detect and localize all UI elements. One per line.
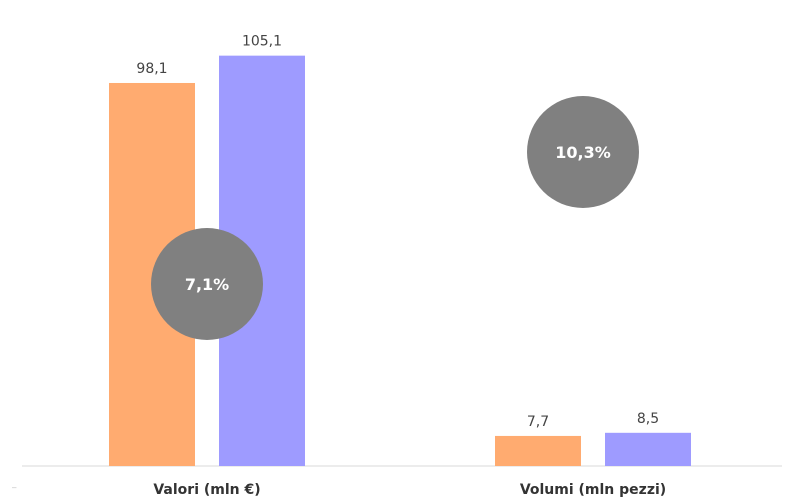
- value-labels-layer: 98,1 105,1 7,7 8,5: [136, 34, 659, 430]
- growth-label-volumi: 10,3%: [555, 143, 611, 162]
- axis-tick-mark: –: [12, 483, 17, 492]
- data-label-volumi-series-1: 7,7: [527, 414, 549, 430]
- growth-bubble-volumi: [527, 96, 639, 208]
- bar-volumi-series-2: [605, 432, 691, 466]
- data-label-valori-series-1: 98,1: [136, 61, 167, 77]
- growth-bubble-valori: [151, 228, 263, 340]
- category-label-valori: Valori (mln €): [153, 482, 260, 498]
- category-labels-layer: Valori (mln €) Volumi (mln pezzi): [153, 482, 666, 498]
- growth-label-valori: 7,1%: [185, 275, 229, 294]
- bar-volumi-series-1: [495, 435, 581, 466]
- data-label-volumi-series-2: 8,5: [637, 411, 659, 427]
- category-label-volumi: Volumi (mln pezzi): [520, 482, 666, 498]
- growth-bubbles-layer: 7,1% 10,3%: [151, 96, 639, 340]
- data-label-valori-series-2: 105,1: [242, 34, 282, 50]
